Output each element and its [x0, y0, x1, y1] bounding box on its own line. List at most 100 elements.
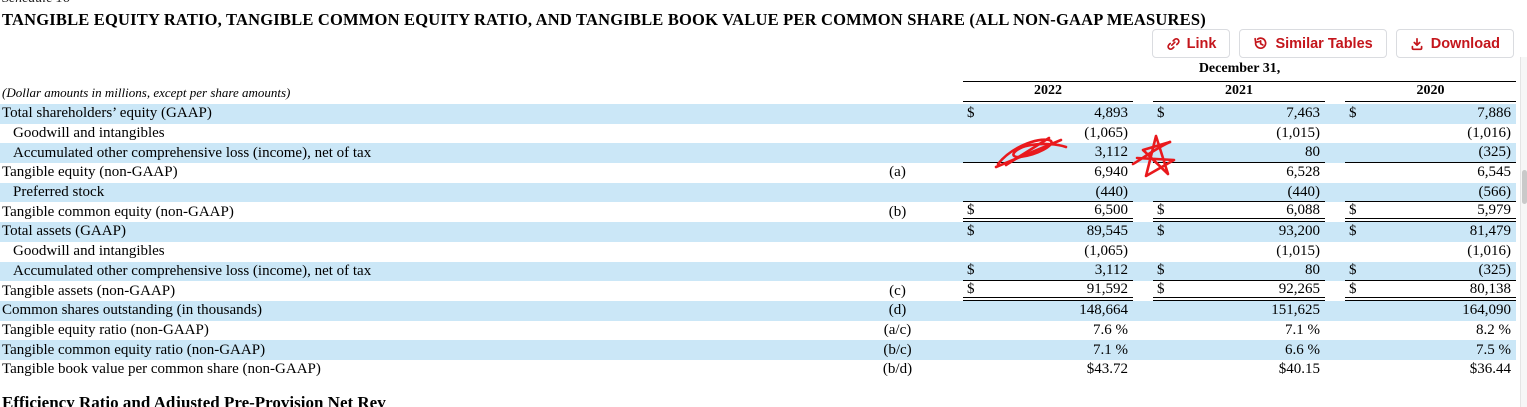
year-header-2022: 2022 [963, 83, 1133, 102]
value-text: 164,090 [1462, 302, 1511, 319]
value-text: 151,625 [1271, 302, 1320, 319]
value-text: 80 [1305, 262, 1320, 279]
value-cell: 151,625 [1153, 301, 1325, 321]
value-text: $36.44 [1469, 361, 1511, 378]
dollar-sign: $ [1157, 280, 1165, 297]
dollar-sign: $ [1349, 201, 1357, 218]
value-text: 7.5 % [1476, 341, 1511, 358]
value-cell: $ 80,138 [1345, 281, 1516, 301]
value-cell: (566) [1345, 183, 1516, 203]
dollar-sign: $ [967, 280, 975, 297]
value-text: 3,112 [1094, 262, 1128, 279]
value-cell: $40.15 [1153, 360, 1325, 380]
year-header-2021: 2021 [1153, 83, 1325, 102]
value-cell: 80 [1153, 143, 1325, 164]
row-ref: (d) [888, 302, 907, 319]
dollar-sign: $ [967, 223, 975, 240]
value-text: 6,940 [1094, 164, 1128, 181]
row-ref: (b/d) [882, 361, 913, 378]
link-button[interactable]: Link [1151, 29, 1231, 58]
column-spacer [1325, 262, 1345, 282]
value-cell: $ 4,893 [963, 104, 1133, 124]
column-spacer [1133, 340, 1153, 360]
value-cell: 7.5 % [1345, 340, 1516, 360]
value-cell: (440) [963, 183, 1133, 203]
column-spacer [1133, 143, 1153, 163]
value-cell: (325) [1345, 143, 1516, 164]
table-row: Tangible assets (non-GAAP) (c) $ 91,592 … [0, 281, 1516, 301]
link-button-label: Link [1186, 35, 1217, 52]
value-cell: $ 5,979 [1345, 201, 1516, 223]
download-icon [1410, 37, 1424, 51]
download-button[interactable]: Download [1395, 29, 1514, 58]
value-text: 3,112 [1094, 144, 1128, 161]
column-spacer [1325, 222, 1345, 242]
value-text: 4,893 [1094, 105, 1128, 122]
similar-tables-button[interactable]: Similar Tables [1239, 29, 1387, 58]
value-text: 91,592 [1086, 280, 1128, 297]
column-spacer [1325, 104, 1345, 124]
value-cell: $ 7,886 [1345, 104, 1516, 124]
vertical-scrollbar[interactable] [1520, 57, 1527, 407]
column-spacer [1133, 202, 1153, 222]
value-cell: 3,112 [963, 143, 1133, 164]
value-text: (1,016) [1467, 125, 1511, 142]
value-text: (325) [1478, 144, 1512, 161]
value-text: 5,979 [1477, 201, 1511, 218]
column-spacer [1325, 143, 1345, 163]
column-spacer [1133, 360, 1153, 380]
column-spacer [1325, 301, 1345, 321]
row-label: Tangible common equity ratio (non-GAAP) [2, 341, 266, 358]
link-icon [1166, 37, 1180, 51]
table-row: Common shares outstanding (in thousands)… [0, 300, 1516, 321]
value-text: $43.72 [1086, 361, 1128, 378]
column-spacer [1133, 222, 1153, 242]
column-spacer [1133, 104, 1153, 124]
row-label: Tangible assets (non-GAAP) [2, 282, 176, 299]
value-text: 80 [1305, 144, 1320, 161]
table-body: Total shareholders’ equity (GAAP) $ 4,89… [0, 104, 1516, 380]
value-cell: 6,940 [963, 163, 1133, 183]
table-row: Tangible equity (non-GAAP) (a) 6,940 6,5… [0, 163, 1516, 183]
row-ref: (a/c) [883, 321, 912, 338]
value-cell: 7.6 % [963, 321, 1133, 341]
value-text: (325) [1478, 262, 1512, 279]
dollar-sign: $ [1349, 223, 1357, 240]
table-row: Total assets (GAAP) $ 89,545 $ 93,200 $ … [0, 222, 1516, 242]
value-text: 89,545 [1086, 223, 1128, 240]
dollar-sign: $ [1157, 262, 1165, 279]
value-cell: (1,065) [963, 242, 1133, 262]
table-row: Tangible common equity ratio (non-GAAP) … [0, 340, 1516, 360]
row-ref: (a) [889, 164, 906, 181]
value-cell: 6,545 [1345, 163, 1516, 183]
column-spacer [1325, 124, 1345, 144]
history-icon [1253, 36, 1268, 51]
table-row: Tangible book value per common share (no… [0, 360, 1516, 380]
value-text: (440) [1095, 183, 1129, 200]
table-row: Tangible equity ratio (non-GAAP) (a/c) 7… [0, 321, 1516, 341]
next-section-heading: Efficiency Ratio and Adjusted Pre-Provis… [2, 393, 386, 407]
scrollbar-thumb[interactable] [1522, 170, 1527, 204]
column-spacer [1133, 301, 1153, 321]
value-cell: $ 80 [1153, 262, 1325, 282]
value-text: (1,015) [1276, 125, 1320, 142]
column-spacer [1133, 262, 1153, 282]
dollar-sign: $ [967, 262, 975, 279]
dollar-sign: $ [1157, 201, 1165, 218]
value-cell: $43.72 [963, 360, 1133, 380]
column-spacer [1133, 281, 1153, 301]
column-spacer [1325, 360, 1345, 380]
column-spacer [1133, 321, 1153, 341]
value-cell: $36.44 [1345, 360, 1516, 380]
row-label: Total assets (GAAP) [2, 223, 126, 240]
value-text: 92,265 [1278, 280, 1320, 297]
column-spacer [1133, 242, 1153, 262]
value-cell: $ 91,592 [963, 281, 1133, 301]
column-spacer [1325, 163, 1345, 183]
table-row: Accumulated other comprehensive loss (in… [0, 261, 1516, 282]
column-spacer [1325, 242, 1345, 262]
value-cell: 164,090 [1345, 301, 1516, 321]
value-text: 6.6 % [1285, 341, 1320, 358]
download-button-label: Download [1430, 35, 1500, 52]
value-text: $40.15 [1278, 361, 1320, 378]
